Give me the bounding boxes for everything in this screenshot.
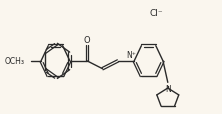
Text: OCH₃: OCH₃ (5, 57, 25, 66)
Text: O: O (84, 36, 90, 45)
Text: Cl⁻: Cl⁻ (149, 9, 163, 17)
Text: N⁺: N⁺ (126, 50, 136, 59)
Text: N: N (165, 85, 171, 93)
